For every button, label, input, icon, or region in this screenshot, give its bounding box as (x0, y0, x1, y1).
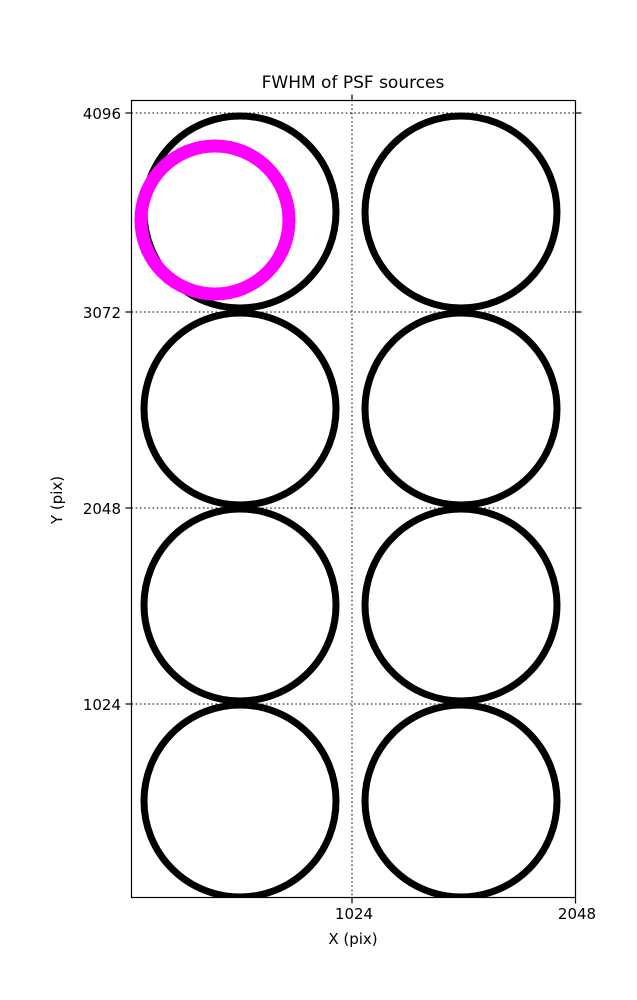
page-title: FWHM of PSF sources (262, 73, 445, 93)
tick-label-y-1024: 1024 (83, 696, 121, 714)
psf-source-marker (140, 309, 340, 509)
psf-source-marker (361, 505, 561, 705)
y-axis-ticks (125, 112, 582, 705)
tick-label-y-4096: 4096 (83, 105, 121, 123)
x-axis-ticks (351, 94, 577, 904)
psf-source-marker (140, 505, 340, 705)
psf-source-marker (361, 112, 561, 312)
psf-source-marker (361, 309, 561, 509)
x-axis-label: X (pix) (328, 930, 377, 948)
axes-frame (130, 99, 577, 899)
tick-label-x-1024: 1024 (335, 905, 373, 923)
tick-label-y-2048: 2048 (83, 500, 121, 518)
tick-label-x-2048: 2048 (558, 905, 596, 923)
tick-label-y-3072: 3072 (83, 304, 121, 322)
y-axis-label: Y (pix) (48, 476, 66, 525)
gridlines-horizontal (131, 112, 576, 705)
psf-source-marker-highlight (134, 139, 296, 301)
